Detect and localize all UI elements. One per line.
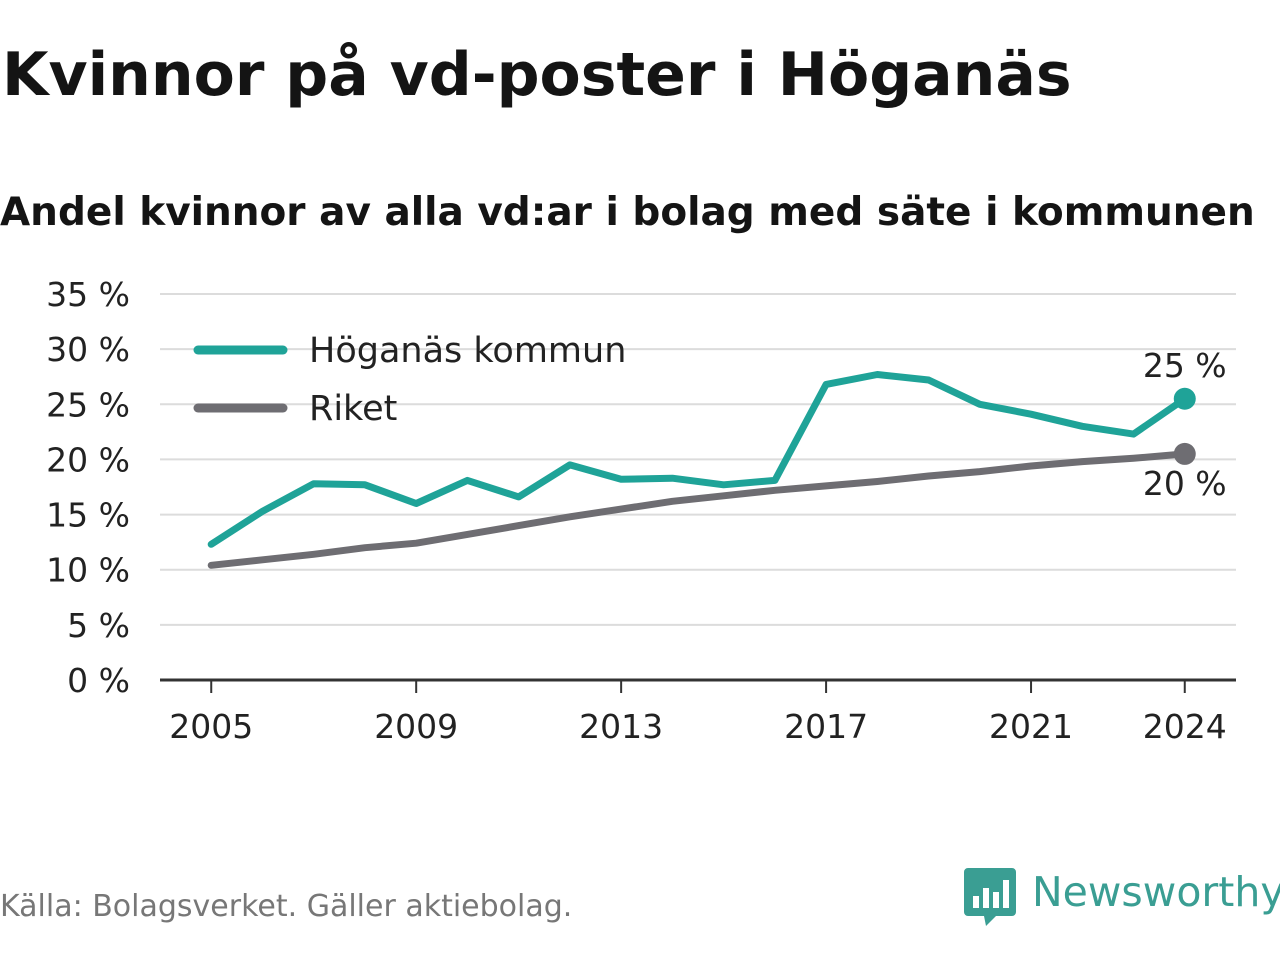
y-tick-label: 15 % [46,496,130,535]
y-tick-label: 0 % [67,661,130,700]
x-axis: 2005 2009 2013 2017 2021 2024 [160,678,1236,746]
end-points [1173,387,1196,465]
bar-chart-speech-bubble-icon [964,868,1016,926]
source-note: Källa: Bolagsverket. Gäller aktiebolag. [0,889,573,924]
y-tick-label: 10 % [46,551,130,590]
y-tick-label: 25 % [46,385,130,424]
y-axis-ticks: 0 % 5 % 10 % 15 % 20 % 25 % 30 % 35 % [46,275,130,700]
end-point [1173,387,1196,410]
brand-name: Newsworthy [1032,868,1280,916]
series-line [207,371,1189,548]
x-tick-label: 2021 [989,707,1073,746]
y-tick-label: 35 % [46,275,130,314]
brand-logo: Newsworthy [964,864,1280,928]
chart-subtitle: Andel kvinnor av alla vd:ar i bolag med … [0,190,1255,235]
x-tick-label: 2009 [374,707,458,746]
legend-label: Riket [309,389,397,429]
end-point [1173,442,1196,465]
y-tick-label: 30 % [46,330,130,369]
chart-title: Kvinnor på vd-poster i Höganäs [2,40,1072,110]
end-labels: 25 % 20 % [1143,346,1227,503]
legend-label: Höganäs kommun [309,331,626,371]
x-tick-label: 2013 [579,707,663,746]
end-label: 20 % [1143,464,1227,503]
grid-lines [160,293,1236,626]
x-tick-label: 2005 [169,707,253,746]
x-tick-label: 2024 [1143,707,1227,746]
y-tick-label: 20 % [46,440,130,479]
series-lines [207,371,1189,569]
x-tick-label: 2017 [784,707,868,746]
y-tick-label: 5 % [67,606,130,645]
end-label: 25 % [1143,346,1227,385]
series-line [207,450,1189,569]
legend: Höganäs kommun Riket [193,331,626,429]
